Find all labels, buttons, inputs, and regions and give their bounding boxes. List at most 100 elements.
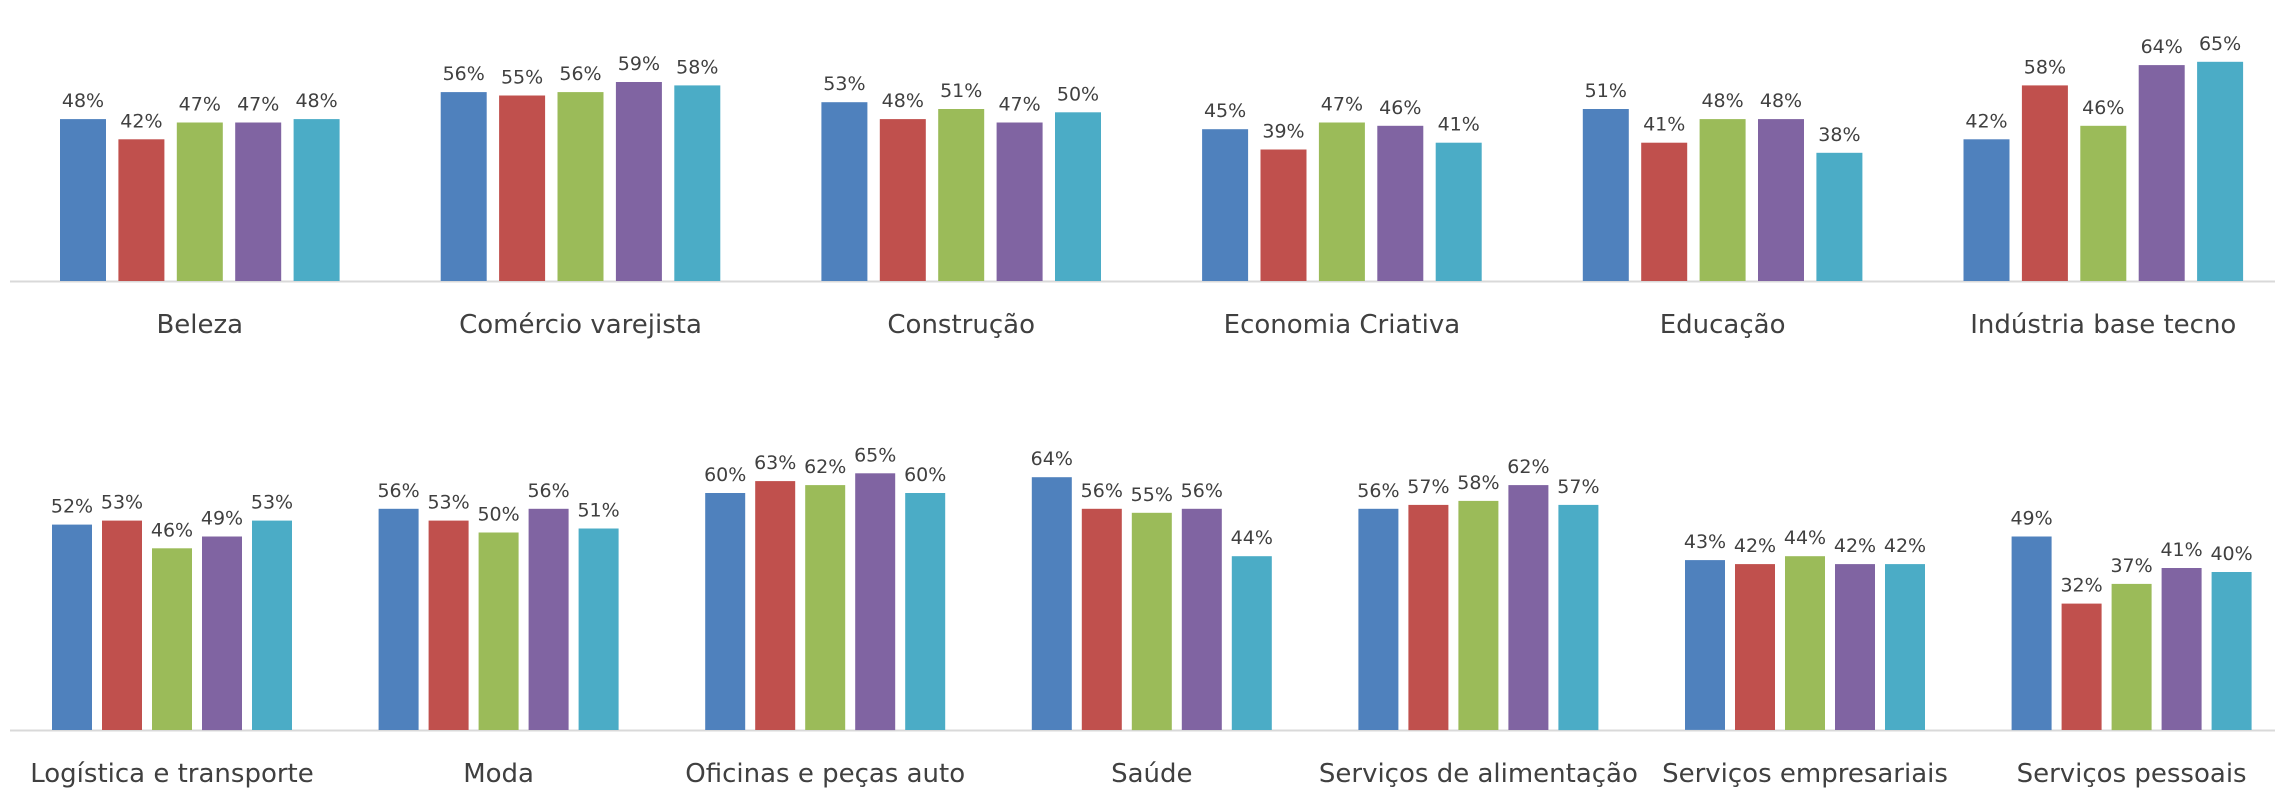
data-label: 49% [2010,508,2052,530]
bar [1131,512,1172,731]
bar [755,481,796,730]
data-label: 57% [1557,476,1599,498]
data-label: 42% [1734,535,1776,557]
bar [1885,564,1925,730]
bar [528,508,569,730]
data-label: 59% [618,53,660,75]
data-label: 55% [1131,484,1173,506]
category-label: Indústria base tecno [1970,310,2236,340]
data-label: 60% [904,464,946,486]
bar [235,122,282,281]
bar [1758,119,1804,281]
data-label: 64% [2141,36,2183,58]
bar [478,532,519,730]
bar [1081,508,1122,730]
data-label: 53% [823,73,865,95]
bar [905,493,946,730]
bar [1641,142,1688,281]
chart-panel-1: 48% 42% 47% 47% 48% Beleza 56% 55% 56% 59% 58% Comé… [10,33,2275,340]
bar [1055,112,1101,281]
data-label: 47% [998,94,1040,116]
category-label: Comércio varejista [459,310,702,340]
bar [52,524,92,730]
bar [2011,536,2052,731]
bar [2061,603,2102,730]
data-label: 48% [1701,90,1743,112]
bar [1181,508,1222,730]
bar [674,85,721,282]
bar [996,122,1043,281]
data-label: 42% [1884,535,1926,557]
bar [60,119,106,281]
data-label: 53% [251,492,293,514]
data-label: 52% [51,496,93,518]
data-label: 56% [527,480,569,502]
bar [1582,109,1629,281]
data-label: 40% [2210,543,2252,565]
bar [293,119,340,281]
category-label: Saúde [1111,759,1192,788]
bar [2211,572,2252,730]
bar [152,548,192,730]
data-label: 39% [1262,121,1304,143]
bar [176,122,223,281]
data-label: 65% [854,444,896,466]
bar [1558,504,1599,731]
bar [1318,122,1365,281]
data-label: 65% [2199,33,2241,55]
category-label: Construção [887,310,1035,340]
data-label: 56% [1081,480,1123,502]
bar [938,109,985,281]
bar [378,508,419,730]
data-label: 58% [1457,472,1499,494]
bar [2138,65,2185,281]
data-label: 50% [477,504,519,526]
data-label: 37% [2110,555,2152,577]
bar [855,473,896,731]
bar [1785,556,1825,730]
data-label: 51% [577,500,619,522]
data-label: 47% [1321,94,1363,116]
category-label: Economia Criativa [1224,310,1461,340]
data-label: 50% [1057,83,1099,105]
data-label: 58% [676,56,718,78]
category-label: Moda [463,759,534,788]
data-label: 53% [101,492,143,514]
data-label: 44% [1231,527,1273,549]
category-label: Serviços pessoais [2017,759,2247,788]
data-label: 38% [1818,124,1860,146]
data-label: 48% [62,90,104,112]
data-label: 44% [1784,527,1826,549]
bar [1408,504,1449,731]
data-label: 56% [443,63,485,85]
data-label: 48% [295,90,337,112]
data-label: 42% [1965,110,2007,132]
bar [118,139,165,281]
bar [440,92,487,281]
bar [615,82,662,281]
bar [1358,508,1399,730]
bar [1699,119,1746,281]
bar [557,92,604,281]
bar [1816,152,1863,281]
bar [821,102,868,281]
data-label: 56% [1357,480,1399,502]
bar [1202,129,1249,281]
bar [2111,583,2152,731]
bar [1735,564,1775,730]
data-label: 51% [1585,80,1627,102]
bar [1508,485,1549,730]
data-label: 46% [1379,97,1421,119]
data-label: 55% [501,67,543,89]
bar [1835,564,1875,730]
data-label: 57% [1407,476,1449,498]
bar [252,520,292,730]
data-label: 56% [559,63,601,85]
bar [2021,85,2068,282]
bar [2161,568,2202,730]
data-label: 56% [377,480,419,502]
bar [1685,560,1725,730]
data-label: 46% [151,519,193,541]
bar [2197,61,2244,281]
bar [1435,142,1482,281]
